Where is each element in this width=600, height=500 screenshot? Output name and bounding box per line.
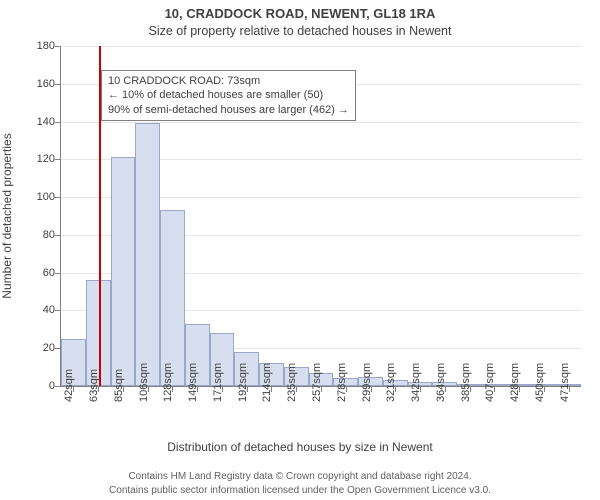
- y-tick-label: 140: [37, 116, 55, 128]
- y-tick: [55, 235, 61, 236]
- x-axis-label: Distribution of detached houses by size …: [0, 440, 600, 454]
- histogram-plot: 10 CRADDOCK ROAD: 73sqm← 10% of detached…: [60, 46, 581, 387]
- y-tick-label: 20: [43, 342, 55, 354]
- annotation-line: 90% of semi-detached houses are larger (…: [108, 103, 349, 117]
- y-tick: [55, 386, 61, 387]
- y-tick-label: 180: [37, 40, 55, 52]
- y-tick: [55, 197, 61, 198]
- page: 10, CRADDOCK ROAD, NEWENT, GL18 1RA Size…: [0, 0, 600, 500]
- y-tick: [55, 159, 61, 160]
- y-tick: [55, 310, 61, 311]
- y-tick-label: 120: [37, 153, 55, 165]
- y-tick-label: 160: [37, 78, 55, 90]
- y-tick-label: 40: [43, 304, 55, 316]
- gridline: [61, 122, 581, 123]
- y-tick: [55, 84, 61, 85]
- y-tick: [55, 273, 61, 274]
- histogram-bar: [160, 210, 185, 386]
- y-tick-label: 80: [43, 229, 55, 241]
- annotation-box: 10 CRADDOCK ROAD: 73sqm← 10% of detached…: [101, 70, 356, 121]
- histogram-bar: [135, 123, 160, 386]
- footer-licence: Contains public sector information licen…: [0, 485, 600, 496]
- y-tick-label: 0: [49, 380, 55, 392]
- page-title: 10, CRADDOCK ROAD, NEWENT, GL18 1RA: [0, 6, 600, 21]
- annotation-line: ← 10% of detached houses are smaller (50…: [108, 88, 349, 102]
- y-tick-label: 100: [37, 191, 55, 203]
- y-tick: [55, 46, 61, 47]
- annotation-line: 10 CRADDOCK ROAD: 73sqm: [108, 74, 349, 88]
- page-subtitle: Size of property relative to detached ho…: [0, 24, 600, 38]
- y-tick-label: 60: [43, 267, 55, 279]
- y-tick: [55, 122, 61, 123]
- footer-copyright: Contains HM Land Registry data © Crown c…: [0, 471, 600, 482]
- y-axis-label: Number of detached properties: [0, 133, 14, 298]
- gridline: [61, 46, 581, 47]
- histogram-bar: [111, 157, 136, 386]
